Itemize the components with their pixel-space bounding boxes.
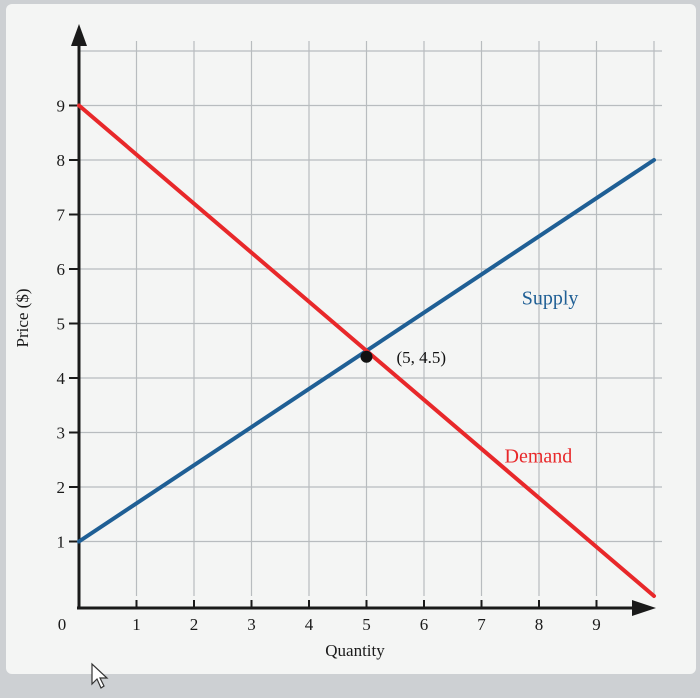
x-tick-label: 7 (477, 615, 486, 634)
x-tick-label: 6 (420, 615, 429, 634)
y-tick-label: 7 (57, 206, 66, 225)
y-tick-label: 3 (57, 424, 66, 443)
y-tick-label: 5 (57, 315, 66, 334)
cursor-icon (91, 662, 109, 689)
y-axis-arrowhead (71, 24, 87, 46)
axes (69, 24, 656, 616)
y-tick-label: 8 (57, 151, 66, 170)
series-label-demand: Demand (505, 445, 573, 467)
chart-labels: 1 2 3 4 5 6 7 8 9 1 2 3 4 5 6 7 8 9 0 Supply Demand (5, 4.5) (57, 97, 601, 635)
y-tick-label: 1 (57, 533, 66, 552)
equilibrium-label: (5, 4.5) (397, 348, 447, 367)
origin-label: 0 (58, 615, 67, 634)
x-tick-label: 1 (132, 615, 141, 634)
x-axis-arrowhead (632, 600, 656, 616)
gridlines (79, 41, 662, 596)
x-tick-label: 4 (305, 615, 314, 634)
equilibrium-point (360, 350, 373, 363)
x-tick-label: 8 (535, 615, 544, 634)
y-axis-label: Price ($) (13, 288, 32, 347)
series-lines (77, 103, 656, 598)
series-label-supply: Supply (522, 287, 579, 309)
x-tick-label: 3 (247, 615, 256, 634)
x-tick-label: 9 (592, 615, 601, 634)
x-axis-label: Quantity (325, 641, 385, 660)
y-tick-label: 6 (57, 260, 66, 279)
y-tick-label: 4 (57, 369, 66, 388)
x-tick-label: 5 (362, 615, 371, 634)
y-tick-label: 9 (57, 97, 66, 116)
x-tick-label: 2 (190, 615, 199, 634)
y-tick-label: 2 (57, 478, 66, 497)
